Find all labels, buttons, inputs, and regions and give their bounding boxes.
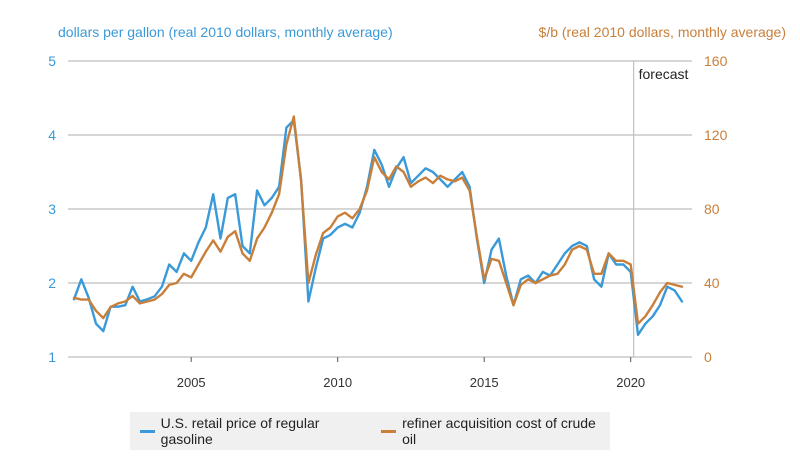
left-tick-label: 1 <box>48 349 56 365</box>
right-tick-label: 0 <box>704 349 712 365</box>
left-axis-title: dollars per gallon (real 2010 dollars, m… <box>58 24 393 40</box>
legend-label-crude: refiner acquisition cost of crude oil <box>402 415 596 447</box>
right-tick-label: 160 <box>704 53 728 69</box>
x-tick-label: 2015 <box>470 375 499 390</box>
right-axis-title: $/b (real 2010 dollars, monthly average) <box>538 24 786 40</box>
legend-item-gasoline: U.S. retail price of regular gasoline <box>140 415 357 447</box>
series-line-gasoline <box>72 118 684 336</box>
series-line-crude <box>72 115 684 325</box>
right-tick-label: 120 <box>704 127 728 143</box>
right-tick-label: 80 <box>704 201 720 217</box>
legend-swatch-gasoline <box>140 429 155 433</box>
legend-label-gasoline: U.S. retail price of regular gasoline <box>160 415 320 447</box>
legend-item-crude: refiner acquisition cost of crude oil <box>381 415 596 447</box>
x-tick-label: 2010 <box>323 375 352 390</box>
left-tick-label: 5 <box>48 53 56 69</box>
left-tick-label: 4 <box>48 127 56 143</box>
left-tick-label: 3 <box>48 201 56 217</box>
legend-swatch-crude <box>381 429 397 433</box>
forecast-label: forecast <box>639 66 689 82</box>
left-tick-label: 2 <box>48 275 56 291</box>
chart-legend: U.S. retail price of regular gasoline re… <box>130 412 610 450</box>
x-tick-label: 2005 <box>177 375 206 390</box>
right-tick-label: 40 <box>704 275 720 291</box>
x-tick-label: 2020 <box>616 375 645 390</box>
